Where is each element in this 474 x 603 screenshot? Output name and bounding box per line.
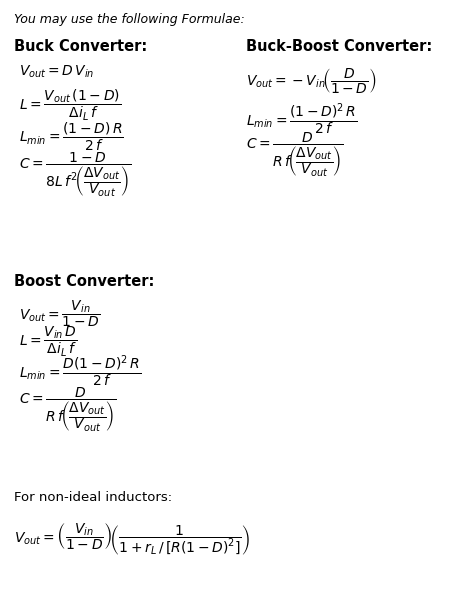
Text: $V_{out} = D\,V_{in}$: $V_{out} = D\,V_{in}$	[19, 63, 94, 80]
Text: $C = \dfrac{1-D}{8L\,f^{2}\!\left(\dfrac{\Delta V_{out}}{V_{out}}\right)}$: $C = \dfrac{1-D}{8L\,f^{2}\!\left(\dfrac…	[19, 151, 131, 199]
Text: Buck Converter:: Buck Converter:	[14, 39, 147, 54]
Text: $L = \dfrac{V_{in}\,D}{\Delta i_L\, f}$: $L = \dfrac{V_{in}\,D}{\Delta i_L\, f}$	[19, 324, 77, 359]
Text: $V_{out} = \dfrac{V_{in}}{1-D}$: $V_{out} = \dfrac{V_{in}}{1-D}$	[19, 298, 100, 329]
Text: $C = \dfrac{D}{R\,f\!\left(\dfrac{\Delta V_{out}}{V_{out}}\right)}$: $C = \dfrac{D}{R\,f\!\left(\dfrac{\Delta…	[246, 131, 344, 179]
Text: Buck-Boost Converter:: Buck-Boost Converter:	[246, 39, 433, 54]
Text: $L_{min} = \dfrac{D(1-D)^{2}\,R}{2\,f}$: $L_{min} = \dfrac{D(1-D)^{2}\,R}{2\,f}$	[19, 353, 141, 389]
Text: $V_{out} = \left(\dfrac{V_{in}}{1-D}\right)\!\left(\dfrac{1}{1+r_L\,/\,\left[R(1: $V_{out} = \left(\dfrac{V_{in}}{1-D}\rig…	[14, 522, 251, 557]
Text: $L_{min} = \dfrac{(1-D)\,R}{2\,f}$: $L_{min} = \dfrac{(1-D)\,R}{2\,f}$	[19, 121, 124, 153]
Text: $C = \dfrac{D}{R\,f\!\left(\dfrac{\Delta V_{out}}{V_{out}}\right)}$: $C = \dfrac{D}{R\,f\!\left(\dfrac{\Delta…	[19, 386, 117, 434]
Text: Boost Converter:: Boost Converter:	[14, 274, 155, 289]
Text: For non-ideal inductors:: For non-ideal inductors:	[14, 491, 173, 505]
Text: $L_{min} = \dfrac{(1-D)^{2}\,R}{2\,f}$: $L_{min} = \dfrac{(1-D)^{2}\,R}{2\,f}$	[246, 101, 358, 137]
Text: $V_{out} = -V_{in}\!\left(\dfrac{D}{1-D}\right)$: $V_{out} = -V_{in}\!\left(\dfrac{D}{1-D}…	[246, 66, 377, 95]
Text: You may use the following Formulae:: You may use the following Formulae:	[14, 13, 245, 27]
Text: $L = \dfrac{V_{out}\,(1-D)}{\Delta i_L\, f}$: $L = \dfrac{V_{out}\,(1-D)}{\Delta i_L\,…	[19, 87, 121, 122]
